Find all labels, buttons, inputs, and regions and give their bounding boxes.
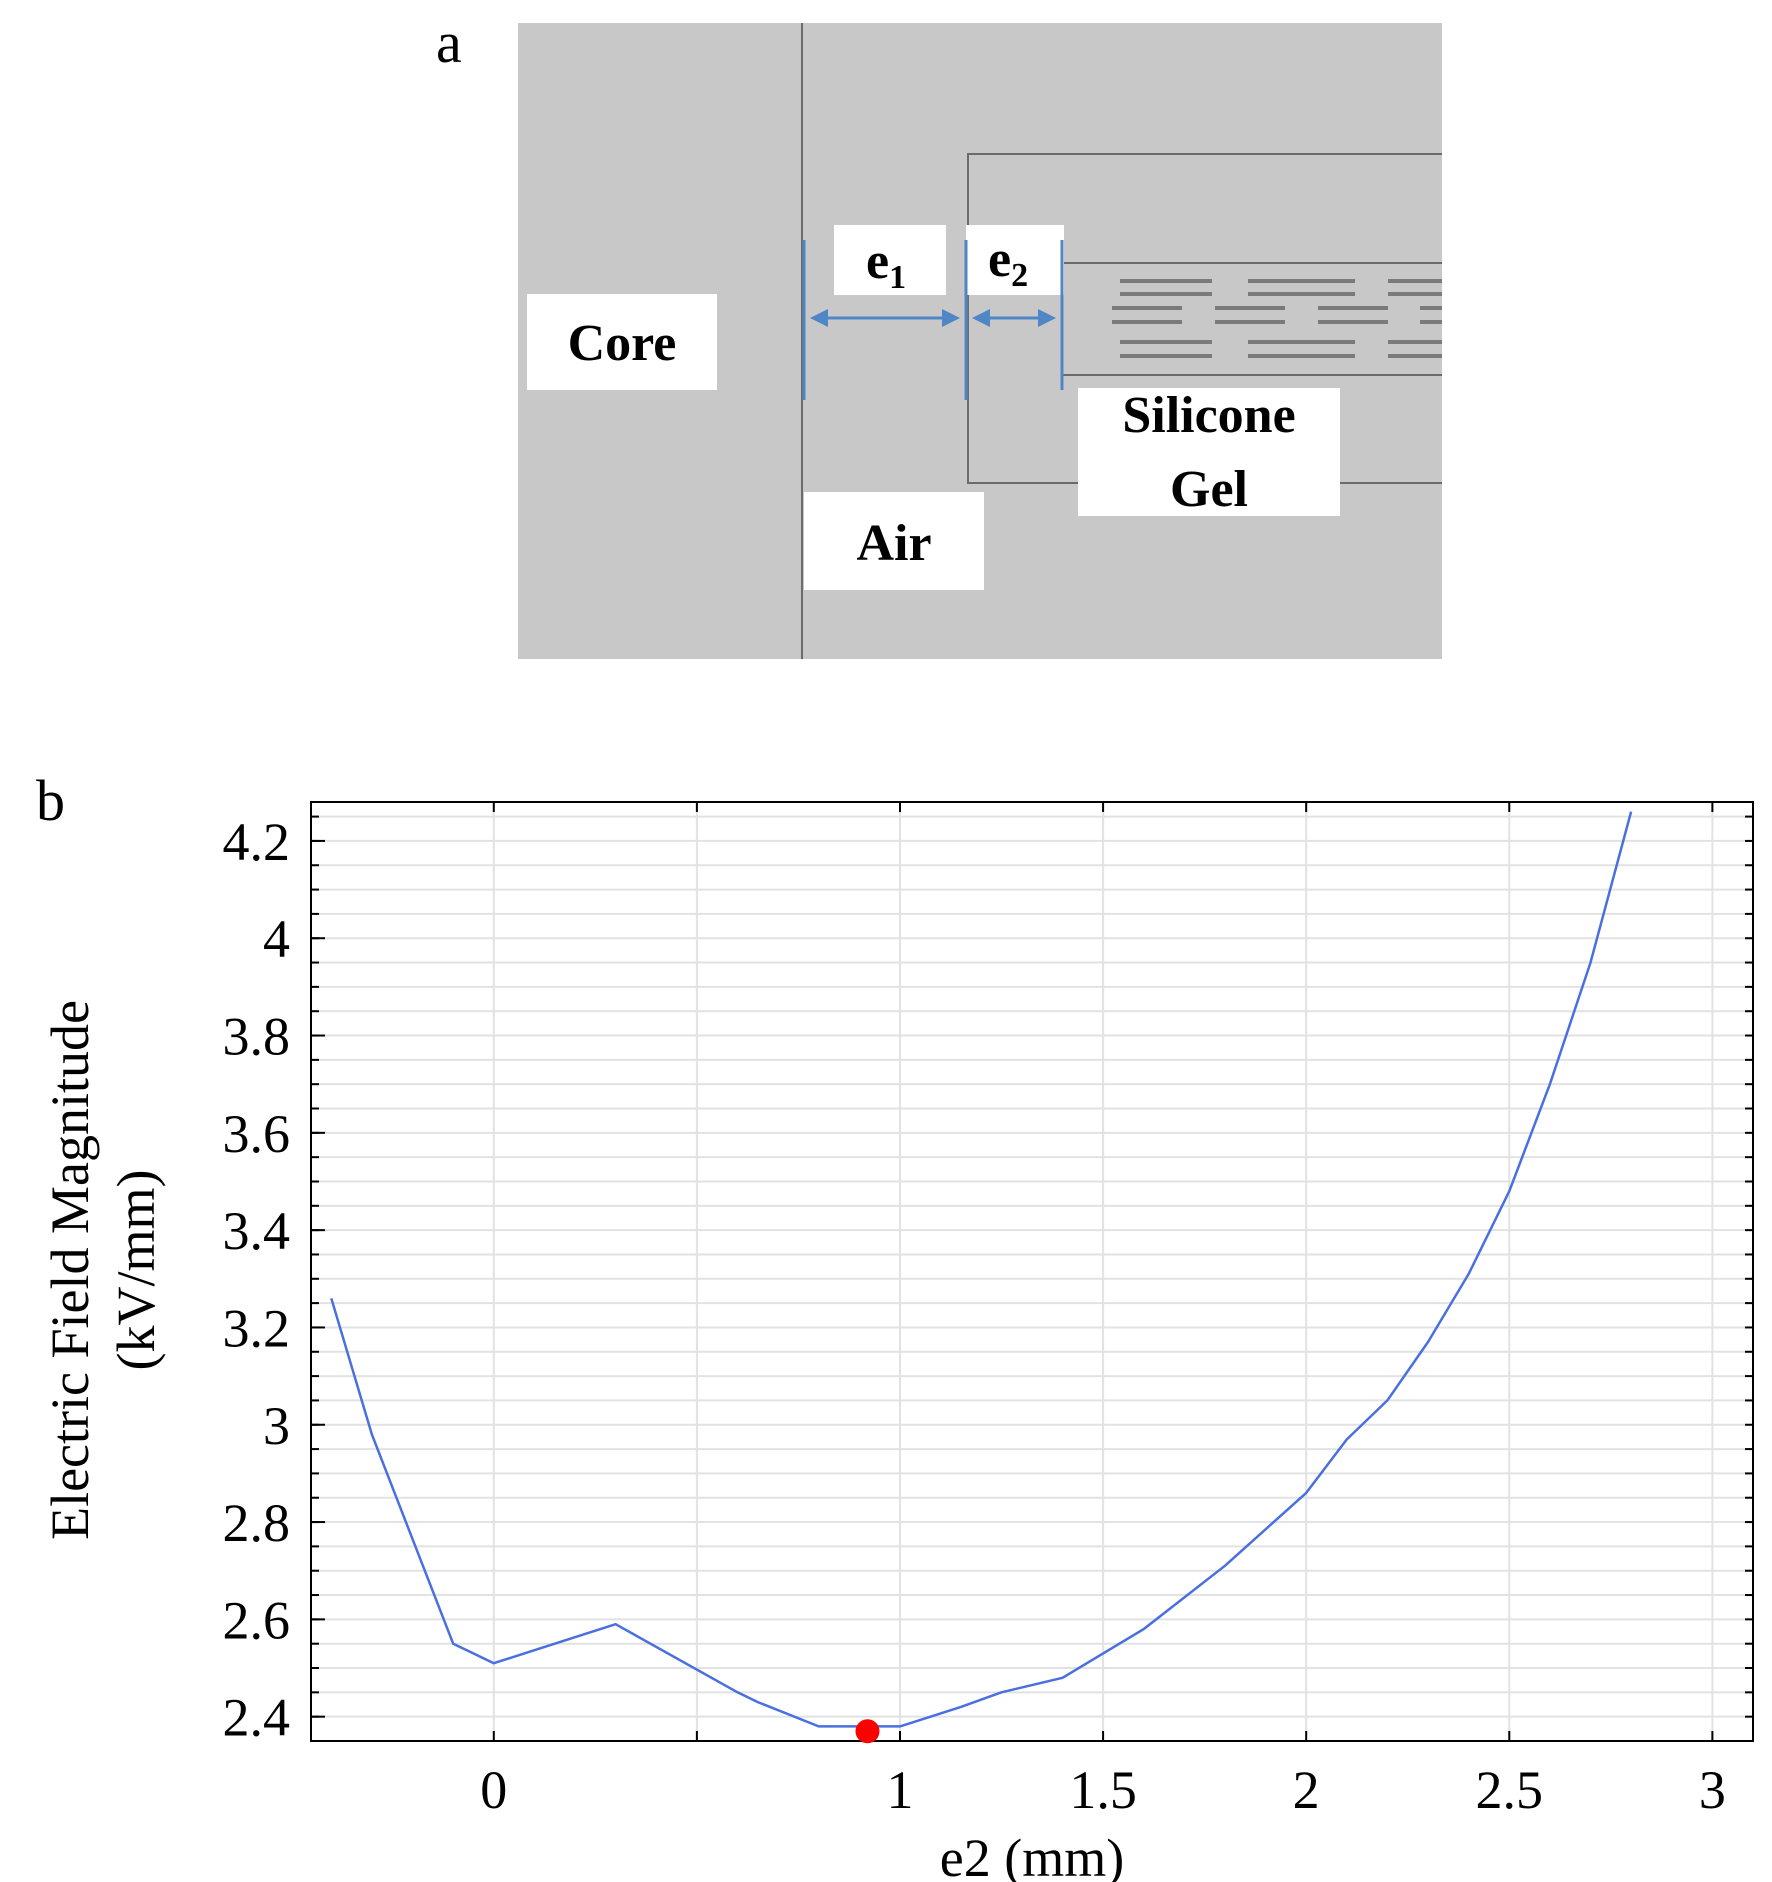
y-axis-title-line1: Electric Field Magnitude	[40, 1000, 100, 1540]
e1-label: e1	[866, 233, 906, 296]
panel-b-letter: b	[36, 768, 65, 833]
dimension-arrows	[802, 240, 1064, 400]
core-label: Core	[568, 315, 677, 372]
plot-area	[311, 802, 1753, 1741]
y-tick-label: 3.4	[223, 1201, 291, 1261]
y-tick-label: 4	[263, 909, 290, 969]
y-axis-title-line2: (kV/mm)	[106, 1170, 166, 1371]
core-label-box	[527, 294, 717, 390]
minimum-point-marker	[855, 1719, 880, 1744]
series-layer	[330, 811, 1633, 1744]
e2-label: e2	[988, 231, 1028, 294]
e1-label-box	[834, 225, 946, 295]
grid	[311, 802, 1753, 1741]
plot-frame	[310, 801, 1754, 1742]
y-tick-label: 2.6	[223, 1590, 291, 1650]
air-label: Air	[856, 515, 931, 572]
panel-a: a Core Air Silicone Gel e1 e2	[436, 10, 1442, 659]
silicone-gel-label-line2: Gel	[1170, 461, 1248, 518]
x-axis-title: e2 (mm)	[940, 1828, 1124, 1882]
silicone-gel-label-line1: Silicone	[1122, 387, 1295, 444]
y-tick-labels: 2.4 2.6 2.8 3 3.2 3.4 3.6 3.8 4 4.2	[223, 812, 291, 1748]
air-label-box	[804, 492, 984, 590]
x-tick-label: 2.5	[1476, 1760, 1544, 1820]
tick-marks	[311, 802, 1753, 1741]
series-line	[330, 811, 1633, 1728]
y-tick-label: 3	[263, 1396, 290, 1456]
y-tick-label: 2.4	[223, 1688, 291, 1748]
x-tick-labels: 0 1 1.5 2 2.5 3	[480, 1760, 1726, 1820]
silicone-gel-label-box	[1078, 388, 1340, 516]
y-axis-title: Electric Field Magnitude (kV/mm)	[40, 1000, 166, 1540]
y-tick-label: 3.8	[223, 1007, 291, 1067]
y-tick-label: 2.8	[223, 1493, 291, 1553]
y-tick-label: 3.2	[223, 1298, 291, 1358]
x-tick-label: 3	[1699, 1760, 1726, 1820]
panel-a-letter: a	[436, 10, 462, 75]
e2-label-box	[966, 225, 1064, 295]
panel-b: b 0 1 1.5 2 2.5 3 2.42.62.833.23.43.63.844.2 …	[36, 768, 1754, 1882]
pcb-traces	[1112, 279, 1442, 358]
x-tick-label: 2	[1293, 1760, 1320, 1820]
x-tick-label: 1	[886, 1760, 913, 1820]
x-tick-label: 0	[480, 1760, 507, 1820]
x-tick-label: 1.5	[1069, 1760, 1137, 1820]
y-tick-label: 3.6	[223, 1104, 291, 1164]
y-tick-label: 4.2	[223, 812, 291, 872]
